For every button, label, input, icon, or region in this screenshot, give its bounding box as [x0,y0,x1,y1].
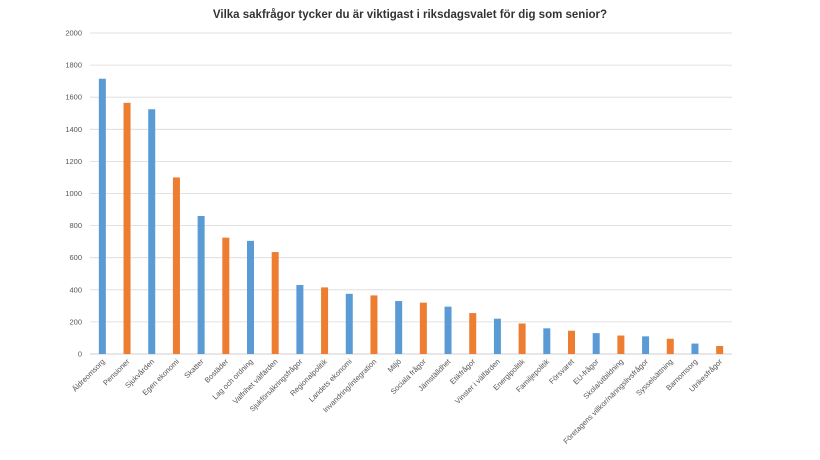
x-tick-label: Landets ekonomi [307,357,354,404]
bar [642,336,650,354]
bar [568,330,575,354]
y-tick-label: 1400 [65,125,82,134]
bar [370,295,378,354]
bar [493,318,501,354]
y-tick-label: 400 [69,285,82,294]
bar [592,333,600,354]
bar [172,177,180,354]
bar [148,109,156,354]
y-tick-label: 1000 [65,189,82,198]
bar [666,338,674,354]
bar [518,323,526,354]
bar [98,78,106,355]
bar [469,313,477,354]
x-tick-label: Miljö [386,357,403,374]
y-tick-label: 2000 [65,29,82,38]
bar [716,345,724,354]
bar [123,102,131,354]
y-tick-label: 1200 [65,157,82,166]
bar [247,240,254,354]
bar [617,335,625,354]
x-tick-label: Äldreomsorg [70,357,106,393]
bar [419,302,427,354]
y-tick-label: 0 [78,350,82,359]
y-tick-label: 200 [69,317,82,326]
bar [345,293,353,354]
bar [222,237,230,354]
bar [543,328,551,354]
bar [296,284,304,354]
bar [271,252,279,354]
bar [395,301,403,354]
y-tick-label: 800 [69,221,82,230]
chart-title: Vilka sakfrågor tycker du är viktigast i… [212,9,608,21]
bar [691,343,699,354]
bar [197,215,205,354]
y-tick-label: 600 [69,253,82,262]
x-tick-label: Skatter [182,357,206,381]
bar [321,287,329,354]
bar [444,306,452,354]
y-tick-label: 1600 [65,93,82,102]
y-tick-label: 1800 [65,61,82,70]
